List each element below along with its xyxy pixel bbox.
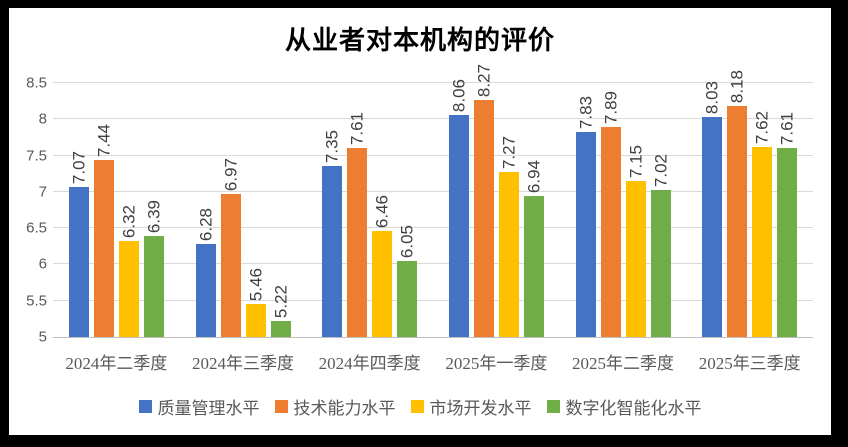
bar-value-label: 8.06 — [449, 78, 469, 112]
legend-swatch-icon — [546, 400, 560, 413]
bar-group: 7.07 7.44 6.32 6.39 — [53, 83, 180, 337]
bar: 8.27 — [473, 64, 494, 337]
bar-value-label: 7.61 — [777, 111, 797, 145]
legend-label: 市场开发水平 — [429, 399, 532, 418]
bar-value-label: 6.39 — [144, 200, 164, 234]
bar-value-label: 7.15 — [626, 144, 646, 178]
bar-group: 7.35 7.61 6.46 6.05 — [306, 83, 433, 337]
y-axis: 5 5.5 6 6.5 7 7.5 8 8.5 — [9, 76, 47, 345]
y-axis-label: 5 — [38, 328, 47, 346]
bar-group: 7.83 7.89 7.15 7.02 — [560, 83, 687, 337]
legend-item: 数字化智能化水平 — [546, 394, 702, 419]
bar-value-label: 7.35 — [322, 130, 342, 164]
bar: 6.28 — [195, 208, 216, 337]
bar: 7.83 — [575, 96, 596, 337]
y-axis-label: 6.5 — [26, 219, 47, 237]
bar: 7.15 — [625, 145, 646, 337]
bar-value-label: 6.28 — [196, 208, 215, 242]
legend: 质量管理水平 技术能力水平 市场开发水平 数字化智能化水平 — [9, 394, 831, 419]
bar: 6.97 — [220, 158, 241, 337]
gridline — [53, 227, 813, 229]
bar-groups: 7.07 7.44 6.32 6.39 6.28 6.97 5.46 5.22 7.35 7.61… — [53, 64, 813, 337]
bar-value-label: 6.94 — [524, 160, 544, 194]
bar: 6.05 — [397, 225, 418, 337]
legend-label: 技术能力水平 — [293, 399, 396, 418]
x-axis-label: 2024年三季度 — [192, 354, 294, 373]
bar: 6.94 — [523, 160, 544, 337]
gridline — [53, 118, 813, 120]
bar-value-label: 7.44 — [94, 123, 114, 157]
bar: 7.27 — [498, 136, 519, 337]
bar: 7.89 — [600, 91, 621, 337]
bar-value-label: 7.62 — [752, 110, 772, 144]
bar: 8.18 — [727, 70, 748, 337]
bar: 7.35 — [322, 130, 343, 337]
legend-label: 数字化智能化水平 — [565, 399, 702, 418]
x-axis-label: 2025年二季度 — [572, 354, 675, 373]
legend-item: 技术能力水平 — [274, 394, 396, 419]
gridline — [53, 190, 813, 192]
gridline — [53, 263, 813, 265]
legend-item: 质量管理水平 — [138, 394, 260, 419]
bar: 7.44 — [93, 124, 114, 337]
x-axis: 2024年二季度 2024年三季度 2024年四季度 2025年一季度 2025年二季度… — [53, 349, 813, 374]
bar-value-label: 8.18 — [727, 70, 747, 104]
x-axis-label: 2024年二季度 — [65, 354, 168, 373]
legend-label: 质量管理水平 — [157, 399, 260, 418]
bar-value-label: 8.03 — [702, 81, 722, 115]
bar-value-label: 5.22 — [271, 284, 290, 319]
y-axis-label: 8.5 — [26, 74, 47, 92]
bar-value-label: 7.07 — [69, 150, 89, 184]
legend-swatch-icon — [138, 400, 152, 413]
bar: 8.03 — [702, 81, 723, 337]
x-axis-line — [53, 337, 813, 338]
y-axis-label: 6 — [38, 255, 47, 273]
y-axis-label: 5.5 — [26, 292, 47, 310]
bar-group: 6.28 6.97 5.46 5.22 — [180, 83, 307, 337]
plot-area: 7.07 7.44 6.32 6.39 6.28 6.97 5.46 5.22 7.35 7.61… — [53, 64, 813, 338]
x-axis-label: 2025年三季度 — [698, 354, 801, 373]
bar-value-label: 8.27 — [474, 63, 494, 97]
legend-swatch-icon — [410, 400, 424, 413]
gridline — [53, 82, 813, 83]
x-axis-label: 2025年一季度 — [445, 354, 548, 373]
bar-value-label: 7.83 — [576, 95, 596, 129]
bar: 6.32 — [118, 205, 139, 337]
bar: 7.61 — [347, 112, 368, 337]
gridline — [53, 299, 813, 301]
gridline — [53, 154, 813, 156]
bar-value-label: 7.61 — [347, 111, 367, 145]
bar-value-label: 7.89 — [601, 91, 621, 125]
y-axis-label: 7.5 — [26, 147, 47, 165]
bar-value-label: 6.46 — [372, 194, 392, 229]
bar: 7.07 — [68, 151, 89, 337]
x-axis-label: 2024年四季度 — [318, 354, 421, 373]
bar: 6.46 — [372, 195, 393, 337]
bar: 6.39 — [143, 200, 164, 337]
bar: 7.62 — [752, 111, 773, 337]
bar-value-label: 7.27 — [499, 136, 519, 170]
legend-swatch-icon — [274, 400, 288, 413]
bar: 7.02 — [650, 154, 671, 337]
y-axis-label: 7 — [38, 183, 47, 201]
bar-value-label: 5.46 — [246, 267, 265, 301]
bar-group: 8.06 8.27 7.27 6.94 — [433, 64, 560, 337]
chart-title: 从业者对本机构的评价 — [284, 26, 555, 55]
bar: 5.46 — [245, 268, 266, 337]
bar: 7.61 — [777, 112, 798, 337]
bar-value-label: 6.32 — [119, 205, 139, 239]
bar-group: 8.03 8.18 7.62 7.61 — [686, 70, 813, 337]
bar-value-label: 7.02 — [651, 154, 671, 188]
bar-value-label: 6.97 — [221, 157, 240, 192]
bar: 5.22 — [270, 285, 291, 337]
y-axis-label: 8 — [38, 110, 47, 128]
bar: 8.06 — [448, 79, 469, 337]
bar-value-label: 6.05 — [397, 224, 417, 258]
legend-item: 市场开发水平 — [410, 394, 532, 419]
